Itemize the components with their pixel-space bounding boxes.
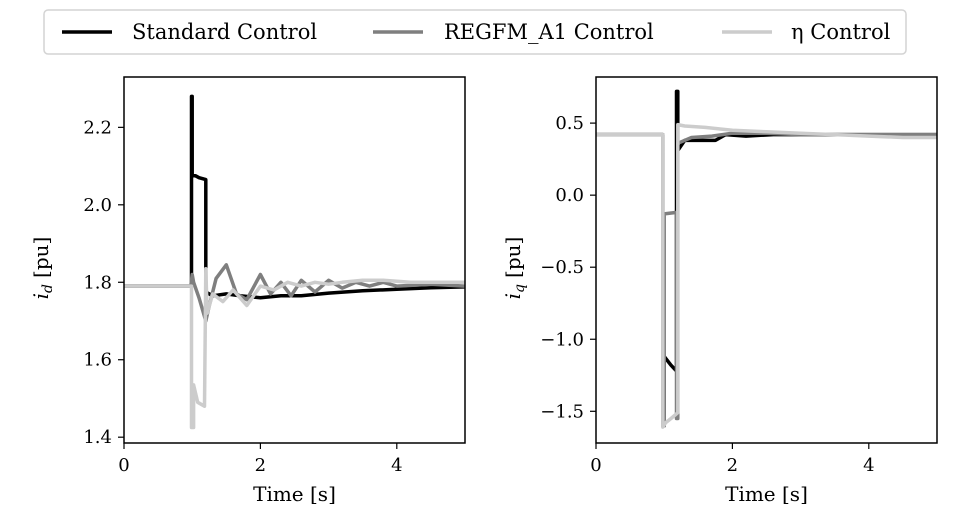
iq-ticks: 0 2 4 −1.5 −1.0 −0.5 0.0 0.5 <box>540 113 874 476</box>
id-y-symbol: i <box>29 293 53 299</box>
iq-y-tick-label: −0.5 <box>540 257 584 278</box>
id-y-tick-label: 1.4 <box>83 427 112 448</box>
iq-axes-frame <box>595 76 938 444</box>
iq-y-tick-label: 0.5 <box>555 113 584 134</box>
iq-y-tick-label: −1.5 <box>540 401 584 422</box>
iq-x-tick-label: 0 <box>590 455 601 476</box>
id-y-subscript: d <box>40 284 56 293</box>
id-series-standard <box>124 94 465 300</box>
id-series-eta <box>124 266 465 430</box>
iq-x-tick-label: 4 <box>863 455 874 476</box>
iq-series-eta <box>596 122 937 429</box>
id-x-tick-label: 0 <box>118 455 129 476</box>
subplot-id: 0 2 4 1.4 1.6 1.8 2.0 2.2 Time [s] id [pu] <box>29 76 466 506</box>
iq-y-unit: [pu] <box>501 237 525 278</box>
id-y-tick-label: 2.0 <box>83 195 112 216</box>
id-y-axis-label: id [pu] <box>29 237 56 300</box>
legend-label-eta: η Control <box>791 20 891 44</box>
legend-frame <box>43 9 907 55</box>
id-axes-frame <box>123 76 466 444</box>
id-x-axis-label: Time [s] <box>253 482 336 506</box>
iq-y-symbol: i <box>501 293 525 299</box>
id-y-tick-label: 2.2 <box>83 117 112 138</box>
iq-y-tick-label: 0.0 <box>555 185 584 206</box>
iq-series-standard <box>596 89 937 428</box>
id-y-unit: [pu] <box>29 237 53 278</box>
iq-series-regfm <box>596 131 937 428</box>
iq-x-axis-label: Time [s] <box>725 482 808 506</box>
iq-y-axis-label: iq [pu] <box>501 237 528 300</box>
legend-label-standard: Standard Control <box>132 20 317 44</box>
id-y-tick-label: 1.8 <box>83 272 112 293</box>
iq-y-tick-label: −1.0 <box>540 329 584 350</box>
legend-label-regfm: REGFM_A1 Control <box>444 20 654 44</box>
id-x-tick-label: 4 <box>391 455 402 476</box>
id-y-tick-label: 1.6 <box>83 350 112 371</box>
id-series-regfm <box>124 263 465 323</box>
legend: Standard Control REGFM_A1 Control η Cont… <box>43 9 907 55</box>
iq-y-subscript: q <box>512 284 528 293</box>
iq-series-layer <box>596 89 937 429</box>
id-ticks: 0 2 4 1.4 1.6 1.8 2.0 2.2 <box>83 117 402 476</box>
iq-x-tick-label: 2 <box>727 455 738 476</box>
id-x-tick-label: 2 <box>255 455 266 476</box>
subplot-iq: 0 2 4 −1.5 −1.0 −0.5 0.0 0.5 Time [s] iq [pu] <box>501 76 938 506</box>
id-series-layer <box>124 94 465 430</box>
